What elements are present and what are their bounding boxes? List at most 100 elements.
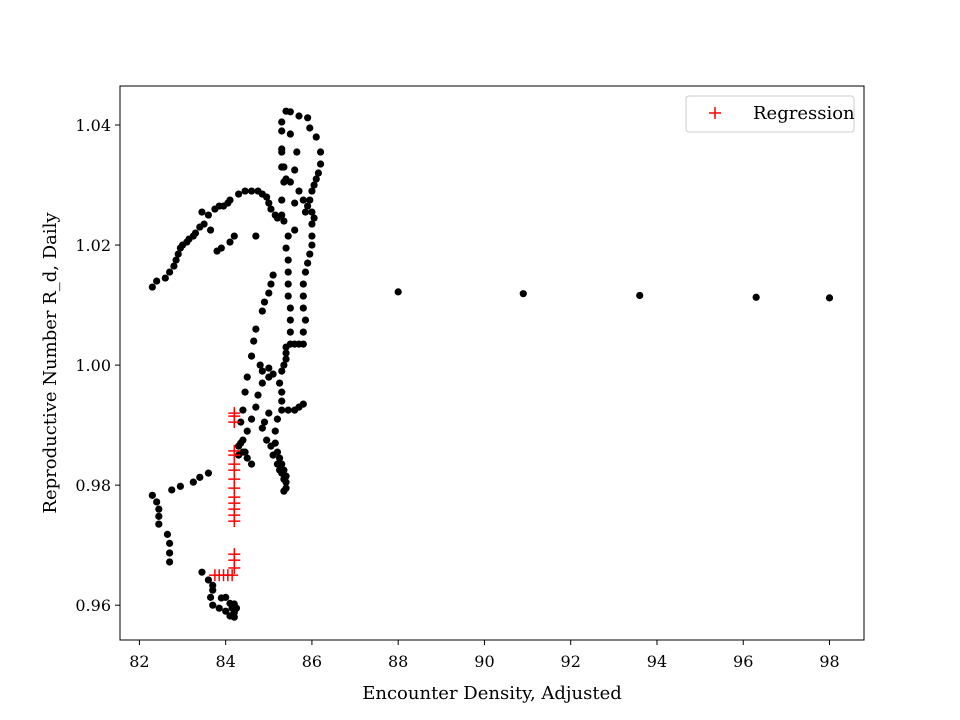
data-point — [299, 280, 307, 288]
data-point — [269, 271, 277, 279]
chart-marks — [148, 107, 834, 621]
data-point — [166, 268, 174, 276]
data-point — [174, 250, 182, 258]
data-point — [280, 217, 288, 225]
data-point — [256, 361, 264, 369]
data-point — [161, 274, 169, 282]
data-point — [284, 232, 292, 240]
data-point — [189, 478, 197, 486]
data-point — [198, 568, 206, 576]
data-point — [258, 307, 266, 315]
data-point — [206, 226, 215, 234]
data-point — [258, 379, 266, 387]
data-point — [291, 226, 299, 234]
data-point — [239, 406, 247, 414]
data-point — [284, 292, 292, 300]
data-point — [280, 361, 288, 369]
data-point — [235, 190, 243, 198]
data-point — [278, 196, 286, 204]
data-point — [280, 163, 288, 171]
data-point — [301, 316, 310, 324]
data-point — [306, 196, 314, 204]
data-point — [293, 148, 301, 156]
data-point — [308, 187, 316, 195]
data-point — [265, 199, 273, 207]
data-point — [301, 268, 310, 276]
x-tick-label: 98 — [819, 652, 839, 671]
data-point — [209, 586, 217, 594]
data-point — [310, 181, 318, 189]
data-point — [284, 268, 292, 276]
data-point — [752, 293, 760, 301]
data-point — [196, 473, 204, 481]
data-point — [282, 472, 290, 480]
data-point — [275, 379, 284, 387]
data-point — [155, 520, 163, 528]
data-point — [206, 593, 215, 601]
data-point — [306, 250, 314, 258]
data-point — [282, 478, 290, 486]
data-point — [273, 448, 282, 456]
data-point — [237, 418, 245, 426]
data-point — [291, 166, 299, 174]
data-point — [258, 367, 266, 375]
data-point — [271, 439, 279, 447]
x-tick-label: 92 — [561, 652, 581, 671]
data-point — [269, 370, 277, 378]
plot-frame — [119, 85, 865, 641]
data-point — [215, 604, 223, 612]
data-point — [247, 187, 256, 195]
data-point — [222, 593, 230, 601]
data-point — [278, 388, 286, 396]
legend-marker-regression — [709, 107, 721, 119]
y-tick-label: 1.04 — [75, 116, 111, 135]
data-point — [204, 576, 213, 584]
data-point — [241, 388, 249, 396]
data-point — [278, 397, 286, 405]
data-point — [163, 530, 172, 538]
data-point — [308, 220, 316, 228]
data-point — [306, 124, 314, 132]
data-point — [260, 418, 269, 426]
data-point — [243, 373, 251, 381]
data-point — [172, 256, 180, 264]
data-point — [273, 415, 282, 423]
data-point — [308, 208, 316, 216]
data-point — [176, 482, 184, 490]
y-tick-label: 1.00 — [75, 356, 111, 375]
data-point — [284, 256, 292, 264]
data-point — [278, 127, 286, 135]
y-axis-title: Reproductive Number R_d, Daily — [40, 212, 61, 514]
data-point — [226, 238, 234, 246]
data-point — [226, 196, 234, 204]
data-point — [263, 436, 271, 444]
data-point — [286, 328, 294, 336]
x-tick-label: 90 — [474, 652, 494, 671]
y-tick-label: 0.98 — [75, 476, 111, 495]
data-point — [291, 199, 299, 207]
data-point — [230, 600, 238, 608]
data-point — [282, 349, 290, 357]
data-point — [263, 193, 271, 201]
data-point — [280, 466, 288, 474]
x-axis-title: Encounter Density, Adjusted — [362, 683, 622, 704]
data-point — [252, 232, 260, 240]
data-point — [250, 337, 258, 345]
data-point — [271, 427, 279, 435]
data-point — [299, 304, 307, 312]
data-point — [286, 108, 294, 116]
data-point — [286, 178, 294, 186]
x-tick-label: 94 — [647, 652, 667, 671]
data-point — [230, 613, 238, 621]
data-point — [312, 133, 320, 141]
data-point — [247, 415, 256, 423]
data-point — [636, 291, 644, 300]
regression-point — [228, 407, 241, 420]
data-point — [252, 325, 260, 333]
data-point — [312, 175, 320, 183]
data-point — [304, 114, 312, 122]
data-point — [275, 454, 284, 462]
regression-point — [226, 569, 239, 582]
data-point — [155, 505, 163, 513]
legend-plus-marker — [709, 107, 721, 119]
